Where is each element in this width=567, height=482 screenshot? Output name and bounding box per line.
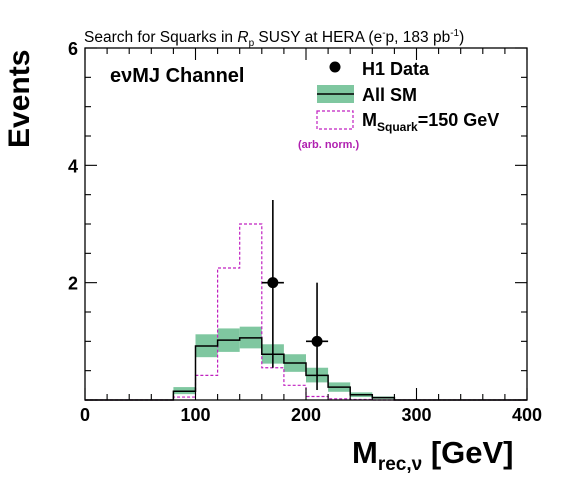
axes: 0 100 200 300 400 2 4 6 <box>68 39 542 425</box>
title-suffix: SUSY at HERA (e <box>254 29 382 46</box>
title-sup-inv: -1 <box>450 28 459 39</box>
y-tick-label: 2 <box>68 274 78 294</box>
title-tail: p, 183 pb <box>386 29 451 46</box>
chart-title: Search for Squarks in Rp SUSY at HERA (e… <box>84 28 464 49</box>
legend-squark-main: M <box>362 110 377 130</box>
data-point-marker <box>311 335 323 347</box>
legend-data-marker <box>329 61 341 73</box>
legend-squark-note: (arb. norm.) <box>298 139 359 151</box>
y-tick-label: 6 <box>68 39 78 59</box>
x-tick-label: 0 <box>80 405 90 425</box>
x-tick-label: 200 <box>291 405 321 425</box>
data-point <box>306 282 329 391</box>
data-point-marker <box>267 277 279 289</box>
x-tick-label: 400 <box>512 405 542 425</box>
data-points <box>261 199 329 391</box>
y-axis-label: Events <box>3 50 36 148</box>
x-axis-label-unit: [GeV] <box>422 435 513 470</box>
x-tick-label: 100 <box>180 405 210 425</box>
legend-squark-label: MSquark=150 GeV <box>362 110 499 134</box>
legend-squark-box <box>316 110 354 130</box>
title-prefix: Search for Squarks in <box>84 29 237 46</box>
legend-squark-sub: Squark <box>377 120 418 134</box>
x-axis-label-main: M <box>352 435 378 470</box>
data-point <box>261 199 284 368</box>
title-close: ) <box>459 29 464 46</box>
channel-label: eνMJ Channel <box>110 65 244 87</box>
legend-sm-label: All SM <box>362 85 417 105</box>
legend-squark-tail: =150 GeV <box>418 110 500 130</box>
title-rp: R <box>237 29 248 46</box>
plot-frame <box>84 47 528 401</box>
title-sup-minus: - <box>382 28 385 39</box>
legend: H1 Data All SM MSquark=150 GeV (arb. nor… <box>298 59 499 151</box>
title-rp-sub: p <box>249 38 255 49</box>
x-axis-label-sub: rec,ν <box>378 454 422 475</box>
y-tick-label: 4 <box>68 156 78 176</box>
x-tick-label: 300 <box>401 405 431 425</box>
x-axis-label: Mrec,ν [GeV] <box>352 435 514 475</box>
legend-data-label: H1 Data <box>362 59 430 79</box>
